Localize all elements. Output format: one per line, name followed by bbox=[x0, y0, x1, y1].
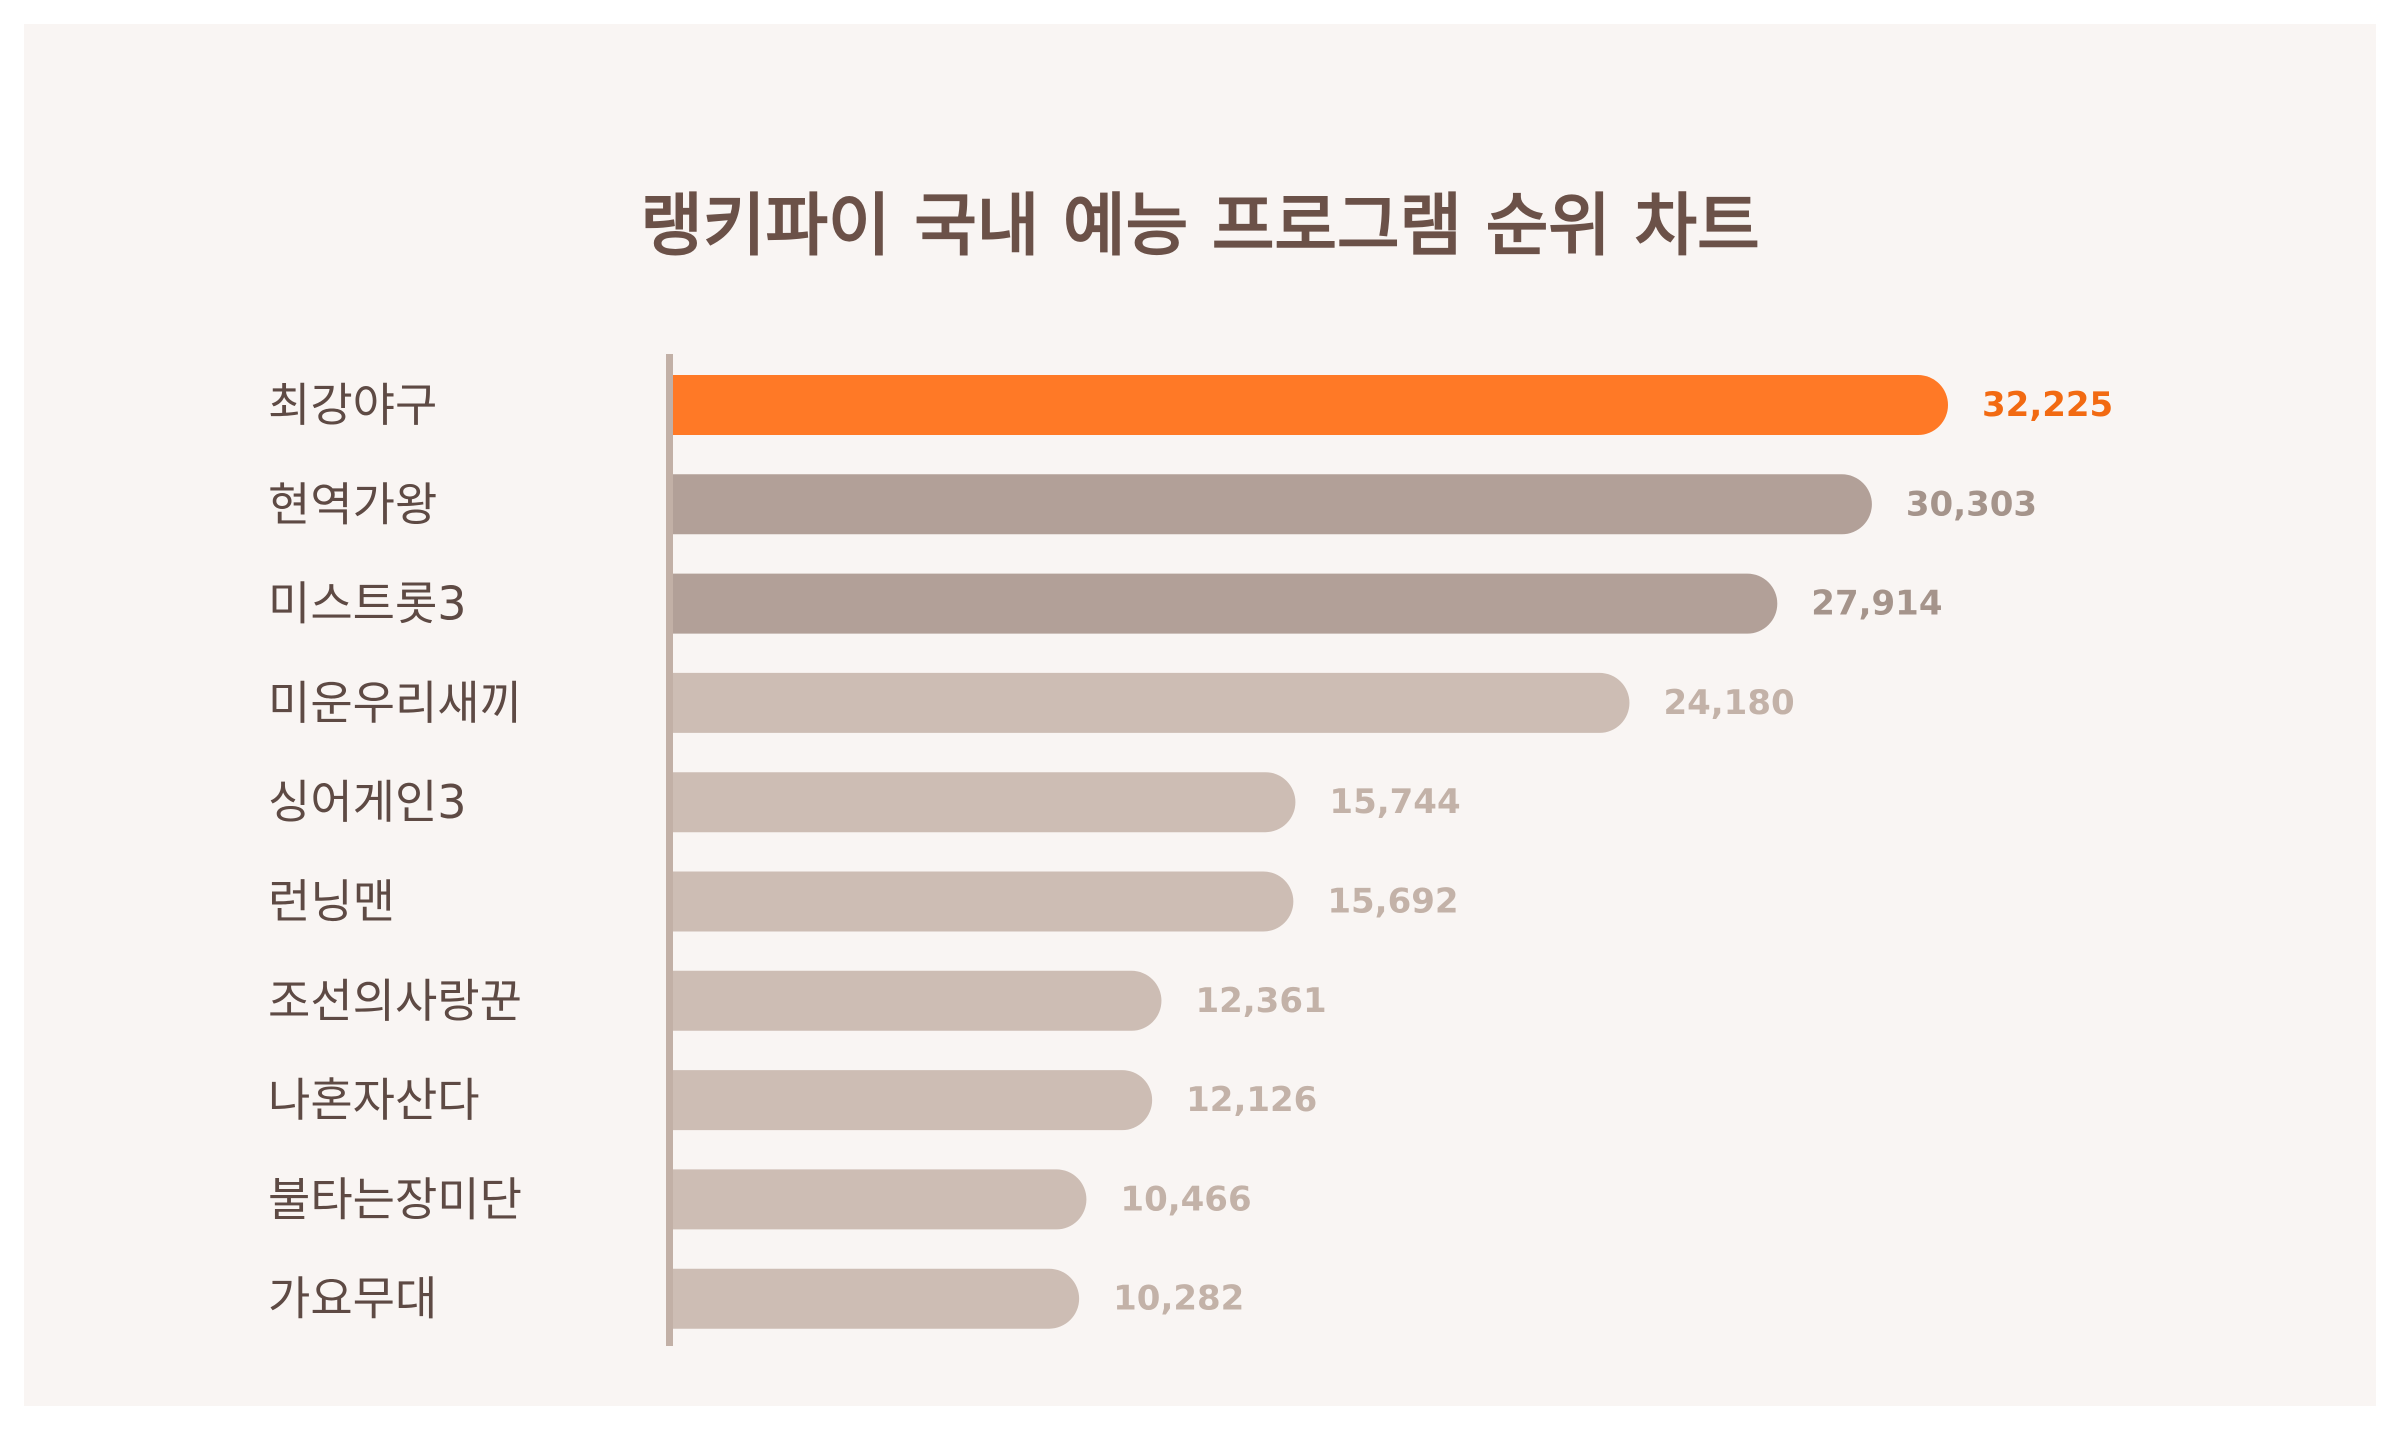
value-label: 24,180 bbox=[1663, 683, 1794, 723]
bar bbox=[672, 573, 1778, 634]
category-label: 가요무대 bbox=[268, 1272, 437, 1326]
value-label: 12,126 bbox=[1186, 1080, 1317, 1120]
category-label: 불타는장미단 bbox=[268, 1172, 522, 1226]
value-label: 15,744 bbox=[1329, 782, 1460, 822]
bar bbox=[672, 871, 1294, 932]
value-label: 15,692 bbox=[1327, 882, 1458, 922]
category-label: 미운우리새끼 bbox=[268, 676, 522, 730]
bar bbox=[672, 1169, 1087, 1230]
category-label: 조선의사랑꾼 bbox=[268, 974, 522, 1028]
value-label: 10,282 bbox=[1113, 1279, 1244, 1319]
category-label: 미스트롯3 bbox=[268, 577, 467, 631]
value-label: 30,303 bbox=[1906, 484, 2037, 524]
chart-title: 랭키파이 국내 예능 프로그램 순위 차트 bbox=[640, 187, 1760, 266]
value-labels: 32,225 30,303 27,914 24,180 15,744 15,692 12,3… bbox=[1113, 385, 2113, 1319]
category-label: 싱어게인3 bbox=[268, 775, 467, 829]
bar bbox=[672, 772, 1296, 833]
category-label: 나혼자산다 bbox=[268, 1073, 480, 1127]
bar bbox=[672, 970, 1162, 1031]
bar bbox=[672, 375, 1948, 435]
category-label: 런닝맨 bbox=[268, 875, 395, 929]
bar bbox=[672, 474, 1872, 535]
category-label: 최강야구 bbox=[268, 378, 437, 432]
value-label: 27,914 bbox=[1811, 584, 1942, 624]
y-axis-line bbox=[666, 354, 673, 1346]
value-label: 10,466 bbox=[1120, 1179, 1251, 1219]
bar bbox=[672, 1070, 1153, 1131]
value-label: 12,361 bbox=[1195, 981, 1326, 1021]
bars bbox=[672, 375, 1948, 1329]
bar bbox=[672, 1268, 1080, 1329]
category-label: 현역가왕 bbox=[268, 477, 437, 531]
value-label: 32,225 bbox=[1982, 385, 2113, 425]
bar bbox=[672, 672, 1630, 733]
